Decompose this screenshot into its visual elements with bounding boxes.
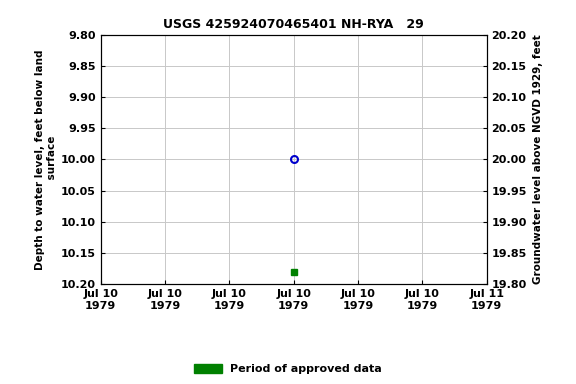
Y-axis label: Depth to water level, feet below land
 surface: Depth to water level, feet below land su… [35,49,57,270]
Y-axis label: Groundwater level above NGVD 1929, feet: Groundwater level above NGVD 1929, feet [532,35,543,284]
Title: USGS 425924070465401 NH-RYA   29: USGS 425924070465401 NH-RYA 29 [164,18,424,31]
Legend: Period of approved data: Period of approved data [190,359,386,379]
